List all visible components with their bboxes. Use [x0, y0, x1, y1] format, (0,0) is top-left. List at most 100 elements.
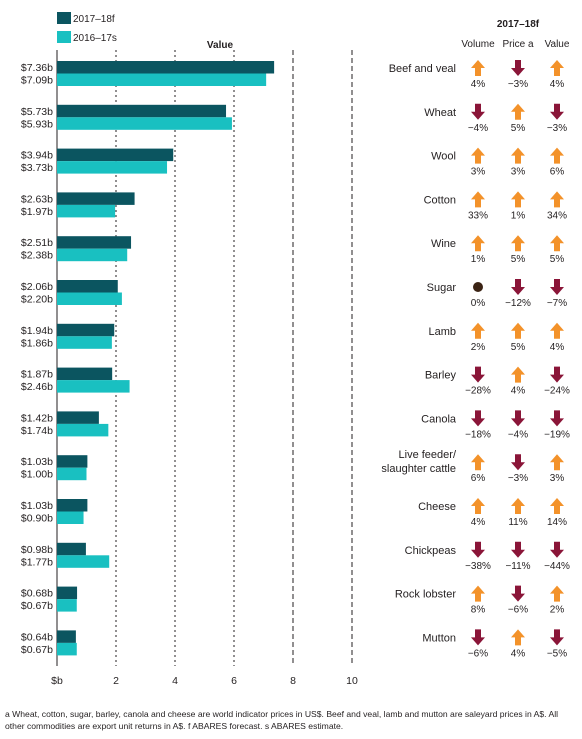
change-value: −3% — [547, 123, 567, 134]
down-arrow-icon — [511, 585, 525, 602]
down-arrow-icon — [471, 541, 485, 558]
up-arrow-icon — [471, 454, 485, 471]
bar-value-label: $7.09b — [21, 75, 53, 87]
change-value: 1% — [511, 210, 526, 221]
bar — [57, 192, 135, 205]
change-value: −3% — [508, 473, 528, 484]
legend-swatch — [57, 31, 71, 43]
change-value: −3% — [508, 79, 528, 90]
bar-value-label: $2.38b — [21, 250, 53, 262]
up-arrow-icon — [471, 147, 485, 164]
change-value: 1% — [471, 254, 486, 265]
bar — [57, 630, 76, 643]
bar-value-label: $0.90b — [21, 513, 53, 525]
bar — [57, 280, 118, 293]
up-arrow-icon — [471, 235, 485, 252]
change-value: 5% — [511, 254, 526, 265]
down-arrow-icon — [550, 366, 564, 383]
bar — [57, 323, 115, 337]
change-value: −24% — [544, 386, 570, 397]
up-arrow-icon — [511, 103, 525, 120]
bar — [57, 642, 77, 656]
category-label: Cotton — [424, 194, 456, 206]
x-tick-label: 10 — [346, 675, 358, 687]
change-value: 11% — [508, 517, 527, 528]
up-arrow-icon — [471, 60, 485, 76]
bar — [57, 161, 168, 174]
category-label: Rock lobster — [395, 589, 456, 601]
bar-value-label: $3.94b — [21, 150, 53, 162]
up-arrow-icon — [511, 366, 525, 383]
up-arrow-icon — [550, 235, 564, 252]
change-value: 4% — [550, 342, 565, 353]
bar-value-label: $2.51b — [21, 237, 53, 249]
down-arrow-icon — [511, 60, 525, 76]
down-arrow-icon — [471, 629, 485, 646]
up-arrow-icon — [511, 147, 525, 164]
legend: 2017–18f 2016–17s — [57, 12, 117, 44]
up-arrow-icon — [471, 498, 485, 514]
change-value: 33% — [468, 210, 488, 221]
up-arrow-icon — [550, 585, 564, 602]
up-arrow-icon — [550, 60, 564, 76]
change-value: −5% — [547, 648, 567, 659]
down-arrow-icon — [511, 279, 525, 295]
bar — [57, 380, 130, 393]
bar-value-label: $0.68b — [21, 588, 53, 600]
change-value: −7% — [547, 298, 567, 309]
table-column-header: Value — [545, 39, 570, 50]
legend-label: 2017–18f — [73, 14, 115, 25]
down-arrow-icon — [550, 410, 564, 427]
change-value: −12% — [505, 298, 531, 309]
table-title: 2017–18f — [497, 19, 540, 30]
change-value: 4% — [511, 648, 526, 659]
bar-value-label: $1.42b — [21, 412, 53, 424]
bar — [57, 599, 77, 612]
change-value: −38% — [465, 561, 491, 572]
bars — [57, 61, 275, 656]
change-value: 3% — [550, 473, 565, 484]
change-value: −18% — [465, 429, 491, 440]
up-arrow-icon — [511, 629, 525, 646]
bar — [57, 148, 174, 162]
chart-title: Value — [207, 40, 234, 51]
footnote: a Wheat, cotton, sugar, barley, canola a… — [5, 709, 559, 731]
bar-value-label: $5.93b — [21, 118, 53, 130]
change-value: 4% — [471, 517, 486, 528]
bar — [57, 423, 109, 437]
change-value: 3% — [511, 167, 526, 178]
change-value: 5% — [511, 123, 526, 134]
change-value: 8% — [471, 605, 486, 616]
bar — [57, 117, 232, 130]
bar — [57, 467, 87, 481]
down-arrow-icon — [471, 366, 485, 383]
change-value: 6% — [471, 473, 486, 484]
bar — [57, 499, 88, 512]
up-arrow-icon — [471, 322, 485, 339]
bar-value-label: $2.46b — [21, 381, 53, 393]
x-tick-label: $b — [51, 675, 63, 687]
up-arrow-icon — [511, 322, 525, 339]
bar — [57, 511, 84, 524]
bar-value-label: $0.64b — [21, 631, 53, 643]
up-arrow-icon — [511, 498, 525, 514]
change-value: 5% — [550, 254, 565, 265]
bar-value-label: $1.94b — [21, 325, 53, 337]
bar-value-label: $1.97b — [21, 206, 53, 218]
change-value: −6% — [468, 648, 488, 659]
legend-label: 2016–17s — [73, 33, 117, 44]
bar — [57, 292, 122, 305]
change-value: 4% — [471, 79, 486, 90]
category-label: Wine — [431, 238, 456, 250]
bar-value-label: $0.67b — [21, 600, 53, 612]
up-arrow-icon — [550, 322, 564, 339]
up-arrow-icon — [471, 191, 485, 208]
bar — [57, 61, 275, 74]
up-arrow-icon — [550, 191, 564, 208]
category-label: Lamb — [428, 326, 456, 338]
category-label: Beef and veal — [389, 63, 456, 75]
x-tick-label: 6 — [231, 675, 237, 687]
bar-value-label: $2.06b — [21, 281, 53, 293]
change-value: 5% — [511, 342, 526, 353]
